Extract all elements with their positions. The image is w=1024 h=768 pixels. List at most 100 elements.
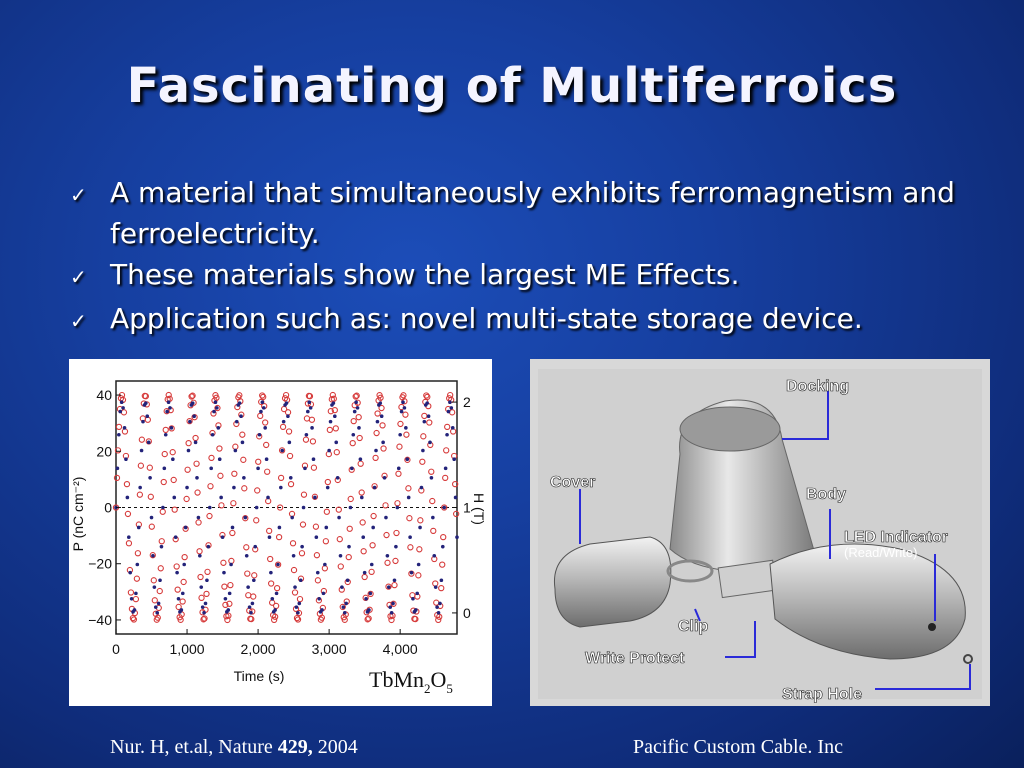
- data-point: [216, 445, 223, 452]
- data-point: [136, 491, 144, 498]
- clip-label: Clip: [678, 618, 708, 635]
- data-point: [186, 448, 191, 453]
- series-1: [114, 400, 459, 615]
- data-point: [301, 505, 306, 510]
- data-point: [320, 608, 324, 612]
- data-point: [266, 495, 270, 500]
- data-point: [144, 401, 148, 405]
- data-point: [311, 493, 319, 500]
- data-point: [173, 563, 180, 570]
- led-indicator-label: LED Indicator: [844, 529, 948, 546]
- data-point: [415, 591, 420, 596]
- data-point: [198, 594, 205, 601]
- data-point: [253, 517, 260, 524]
- data-point: [368, 591, 373, 596]
- data-point: [247, 605, 252, 609]
- data-point: [240, 440, 245, 445]
- data-point: [249, 610, 253, 615]
- data-point: [243, 544, 250, 551]
- data-point: [175, 570, 179, 575]
- data-point: [331, 401, 336, 405]
- data-point: [406, 495, 411, 500]
- data-point: [328, 419, 333, 424]
- x-tick-label: 4,000: [383, 641, 418, 657]
- data-point: [318, 614, 326, 621]
- data-point: [213, 394, 220, 401]
- data-point: [146, 464, 153, 471]
- data-point: [334, 440, 339, 445]
- data-point: [453, 495, 458, 500]
- data-point: [326, 426, 333, 434]
- data-point: [345, 578, 350, 583]
- compound-label: TbMn2O5: [369, 667, 453, 696]
- data-point: [419, 485, 424, 490]
- data-point: [369, 542, 376, 549]
- data-point: [145, 414, 150, 419]
- data-point: [325, 485, 330, 490]
- data-point: [407, 544, 414, 551]
- data-point: [355, 406, 360, 410]
- data-point: [126, 535, 131, 539]
- data-point: [124, 510, 132, 518]
- data-point: [205, 578, 209, 583]
- data-point: [422, 419, 427, 424]
- data-point: [237, 401, 242, 405]
- y-tick-label: 40: [96, 387, 112, 403]
- data-point: [169, 449, 176, 456]
- data-point: [266, 527, 273, 535]
- polarization-chart: 0 1,000 2,000 3,000 4,000 40 20 0 −20 −40 2 1 0 P (n…: [70, 380, 487, 696]
- data-point: [304, 400, 312, 407]
- data-point: [446, 409, 451, 414]
- data-point: [217, 472, 224, 479]
- write-protect-label: Write Protect: [585, 650, 685, 667]
- data-point: [428, 440, 432, 445]
- y2-axis-label: H (T): [471, 493, 487, 525]
- data-point: [435, 605, 439, 609]
- data-point: [142, 393, 149, 400]
- data-point: [371, 525, 375, 530]
- data-point: [259, 392, 266, 399]
- data-point: [223, 596, 228, 601]
- data-point: [208, 454, 215, 462]
- data-point: [291, 554, 296, 558]
- data-point: [240, 456, 247, 463]
- data-point: [289, 540, 297, 547]
- data-point: [166, 400, 171, 405]
- data-point: [303, 466, 307, 471]
- data-point: [151, 554, 155, 558]
- data-point: [257, 412, 264, 420]
- data-point: [392, 578, 397, 583]
- y-tick-label: −40: [88, 612, 112, 628]
- data-point: [442, 505, 447, 510]
- data-point: [396, 443, 403, 450]
- data-point: [250, 601, 255, 606]
- data-point: [285, 428, 293, 435]
- data-point: [165, 409, 169, 414]
- data-point: [356, 434, 363, 442]
- data-point: [436, 610, 441, 615]
- data-point: [435, 616, 442, 624]
- data-point: [270, 616, 278, 624]
- data-point: [372, 454, 379, 462]
- data-point: [183, 525, 188, 530]
- data-point: [287, 440, 292, 445]
- data-point: [313, 495, 317, 500]
- data-point: [415, 572, 422, 579]
- callout-lines: [579, 391, 971, 690]
- data-point: [118, 409, 123, 414]
- data-point: [315, 570, 320, 575]
- data-point: [338, 554, 343, 558]
- data-point: [385, 554, 390, 558]
- data-point: [279, 423, 287, 431]
- data-point: [193, 460, 200, 467]
- data-point: [273, 584, 281, 592]
- data-point: [416, 546, 423, 553]
- data-point: [293, 614, 301, 622]
- data-point: [442, 474, 449, 482]
- data-point: [387, 585, 391, 589]
- data-point: [367, 590, 374, 598]
- data-point: [207, 483, 214, 490]
- data-point: [246, 585, 250, 589]
- bullet-item: ✓ A material that simultaneously exhibit…: [70, 172, 990, 254]
- data-point: [263, 441, 270, 449]
